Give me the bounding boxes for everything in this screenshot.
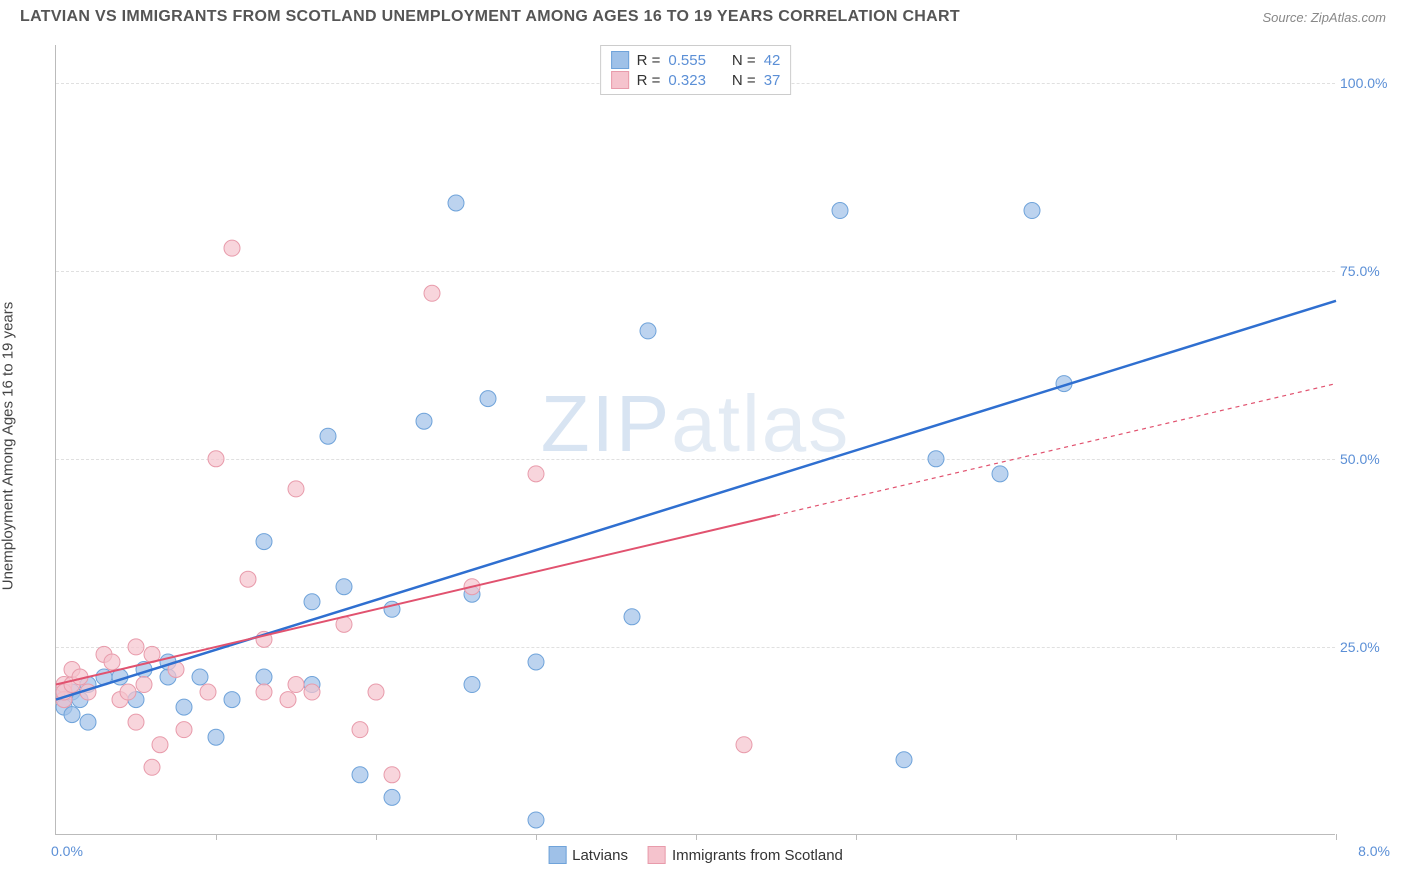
correlation-stats-legend: R = 0.555 N = 42 R = 0.323 N = 37 bbox=[600, 45, 792, 95]
data-point bbox=[352, 767, 368, 783]
data-point bbox=[320, 428, 336, 444]
data-point bbox=[128, 639, 144, 655]
y-tick-label: 50.0% bbox=[1340, 451, 1395, 467]
legend-swatch-latvians bbox=[548, 846, 566, 864]
data-point bbox=[104, 654, 120, 670]
data-point bbox=[832, 203, 848, 219]
data-point bbox=[256, 669, 272, 685]
legend-swatch-scotland bbox=[648, 846, 666, 864]
data-point bbox=[624, 609, 640, 625]
n-value-scotland: 37 bbox=[764, 72, 781, 89]
data-point bbox=[224, 240, 240, 256]
data-point bbox=[120, 684, 136, 700]
r-value-scotland: 0.323 bbox=[668, 72, 706, 89]
data-point bbox=[224, 692, 240, 708]
data-point bbox=[208, 729, 224, 745]
data-point bbox=[200, 684, 216, 700]
series-legend: Latvians Immigrants from Scotland bbox=[548, 846, 843, 864]
stats-row-latvians: R = 0.555 N = 42 bbox=[611, 50, 781, 70]
data-point bbox=[480, 391, 496, 407]
n-label: N = bbox=[732, 52, 756, 69]
legend-item-latvians: Latvians bbox=[548, 846, 628, 864]
data-point bbox=[384, 789, 400, 805]
data-point bbox=[288, 677, 304, 693]
x-minor-tick bbox=[856, 834, 857, 840]
data-point bbox=[280, 692, 296, 708]
source-attribution: Source: ZipAtlas.com bbox=[1262, 10, 1386, 25]
data-point bbox=[256, 534, 272, 550]
n-label: N = bbox=[732, 72, 756, 89]
x-minor-tick bbox=[1176, 834, 1177, 840]
data-point bbox=[80, 714, 96, 730]
data-point bbox=[416, 413, 432, 429]
x-minor-tick bbox=[536, 834, 537, 840]
data-point bbox=[1024, 203, 1040, 219]
data-point bbox=[736, 737, 752, 753]
data-point bbox=[464, 677, 480, 693]
stats-row-scotland: R = 0.323 N = 37 bbox=[611, 70, 781, 90]
data-point bbox=[176, 722, 192, 738]
r-value-latvians: 0.555 bbox=[668, 52, 706, 69]
data-point bbox=[896, 752, 912, 768]
data-point bbox=[352, 722, 368, 738]
y-axis-label: Unemployment Among Ages 16 to 19 years bbox=[0, 302, 17, 591]
x-minor-tick bbox=[376, 834, 377, 840]
data-point bbox=[208, 451, 224, 467]
data-point bbox=[136, 677, 152, 693]
swatch-latvians bbox=[611, 51, 629, 69]
x-tick-end: 8.0% bbox=[1358, 843, 1390, 859]
data-point bbox=[288, 481, 304, 497]
data-point bbox=[384, 767, 400, 783]
r-label: R = bbox=[637, 72, 661, 89]
data-point bbox=[640, 323, 656, 339]
data-point bbox=[528, 654, 544, 670]
chart-plot-area: 25.0%50.0%75.0%100.0% ZIPatlas R = 0.555… bbox=[55, 45, 1335, 835]
data-point bbox=[528, 812, 544, 828]
chart-title: LATVIAN VS IMMIGRANTS FROM SCOTLAND UNEM… bbox=[20, 8, 960, 26]
data-point bbox=[368, 684, 384, 700]
data-point bbox=[144, 759, 160, 775]
legend-item-scotland: Immigrants from Scotland bbox=[648, 846, 843, 864]
scatter-plot-svg bbox=[56, 45, 1335, 834]
data-point bbox=[992, 466, 1008, 482]
trend-line bbox=[56, 515, 776, 684]
data-point bbox=[448, 195, 464, 211]
swatch-scotland bbox=[611, 71, 629, 89]
data-point bbox=[304, 684, 320, 700]
data-point bbox=[192, 669, 208, 685]
legend-label-scotland: Immigrants from Scotland bbox=[672, 847, 843, 864]
x-minor-tick bbox=[696, 834, 697, 840]
y-tick-label: 75.0% bbox=[1340, 263, 1395, 279]
y-tick-label: 25.0% bbox=[1340, 639, 1395, 655]
data-point bbox=[424, 285, 440, 301]
data-point bbox=[928, 451, 944, 467]
x-minor-tick bbox=[1336, 834, 1337, 840]
data-point bbox=[240, 571, 256, 587]
data-point bbox=[176, 699, 192, 715]
n-value-latvians: 42 bbox=[764, 52, 781, 69]
data-point bbox=[256, 684, 272, 700]
data-point bbox=[304, 594, 320, 610]
x-minor-tick bbox=[1016, 834, 1017, 840]
x-minor-tick bbox=[216, 834, 217, 840]
x-tick-origin: 0.0% bbox=[51, 843, 83, 859]
data-point bbox=[336, 579, 352, 595]
legend-label-latvians: Latvians bbox=[572, 847, 628, 864]
data-point bbox=[528, 466, 544, 482]
data-point bbox=[152, 737, 168, 753]
data-point bbox=[128, 714, 144, 730]
r-label: R = bbox=[637, 52, 661, 69]
data-point bbox=[64, 707, 80, 723]
y-tick-label: 100.0% bbox=[1340, 75, 1395, 91]
